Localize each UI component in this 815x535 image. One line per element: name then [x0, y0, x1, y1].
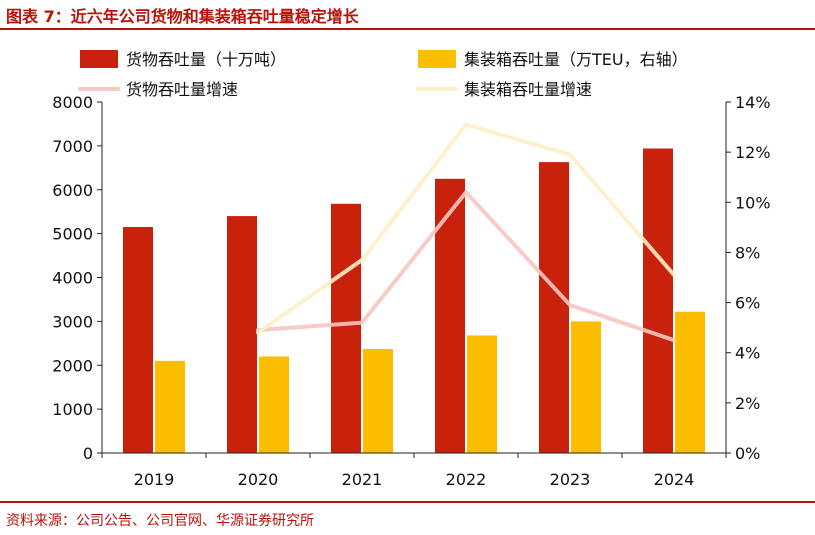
- right-tick-label: 6%: [735, 294, 760, 313]
- footer-divider: [0, 501, 815, 503]
- cargo-growth-line: [256, 190, 676, 343]
- right-tick-label: 12%: [735, 143, 771, 162]
- cargo-bar: [123, 227, 153, 453]
- container-bar: [571, 321, 601, 453]
- legend-label-0: 货物吞吐量（十万吨）: [126, 50, 286, 69]
- title-divider: [0, 28, 815, 30]
- right-tick-label: 8%: [735, 243, 760, 262]
- container-bar: [259, 356, 289, 453]
- cargo-bar: [227, 216, 257, 453]
- source-note: 资料来源：公司公告、公司官网、华源证券研究所: [6, 513, 314, 529]
- container-bar: [363, 349, 393, 453]
- x-tick-label: 2019: [134, 470, 175, 489]
- right-tick-label: 14%: [735, 93, 771, 112]
- left-tick-label: 1000: [52, 400, 93, 419]
- bars: [123, 148, 705, 453]
- right-tick-label: 10%: [735, 193, 771, 212]
- x-axis: 2019 2020 2021 2022 2023 2024: [101, 452, 727, 489]
- container-bar: [675, 311, 705, 453]
- left-tick-label: 7000: [52, 137, 93, 156]
- growth-lines: [256, 122, 676, 343]
- container-bar: [155, 360, 185, 453]
- left-tick-label: 0: [83, 444, 93, 463]
- cargo-bar: [435, 178, 465, 453]
- cargo-bar: [331, 203, 361, 453]
- left-axis: 0 1000 2000 3000 4000 5000 6000 7000 8000: [52, 93, 103, 463]
- container-bar: [467, 335, 497, 453]
- legend: 货物吞吐量（十万吨） 集装箱吞吐量（万TEU，右轴） 货物吞吐量增速 集装箱吞吐量增速: [78, 50, 688, 99]
- left-tick-label: 3000: [52, 312, 93, 331]
- left-tick-label: 5000: [52, 225, 93, 244]
- legend-label-3: 集装箱吞吐量增速: [464, 80, 592, 99]
- legend-swatch-0: [80, 50, 118, 68]
- cargo-bar: [643, 148, 673, 453]
- cargo-bar: [539, 162, 569, 453]
- left-tick-label: 8000: [52, 93, 93, 112]
- left-tick-label: 4000: [52, 269, 93, 288]
- right-tick-label: 4%: [735, 344, 760, 363]
- right-tick-label: 0%: [735, 444, 760, 463]
- legend-label-2: 货物吞吐量增速: [126, 80, 238, 99]
- container-growth-line: [256, 122, 676, 335]
- left-tick-label: 6000: [52, 181, 93, 200]
- x-tick-label: 2024: [654, 470, 695, 489]
- x-tick-label: 2023: [550, 470, 591, 489]
- left-tick-label: 2000: [52, 356, 93, 375]
- legend-label-1: 集装箱吞吐量（万TEU，右轴）: [464, 50, 688, 69]
- right-axis: 0% 2% 4% 6% 8% 10% 12% 14%: [725, 93, 771, 463]
- legend-swatch-1: [418, 50, 456, 68]
- right-tick-label: 2%: [735, 394, 760, 413]
- x-tick-label: 2020: [238, 470, 279, 489]
- page-title: 图表 7：近六年公司货物和集装箱吞吐量稳定增长: [6, 7, 359, 26]
- x-tick-label: 2021: [342, 470, 383, 489]
- x-tick-label: 2022: [446, 470, 487, 489]
- chart: 货物吞吐量（十万吨） 集装箱吞吐量（万TEU，右轴） 货物吞吐量增速 集装箱吞吐量增速…: [52, 50, 771, 489]
